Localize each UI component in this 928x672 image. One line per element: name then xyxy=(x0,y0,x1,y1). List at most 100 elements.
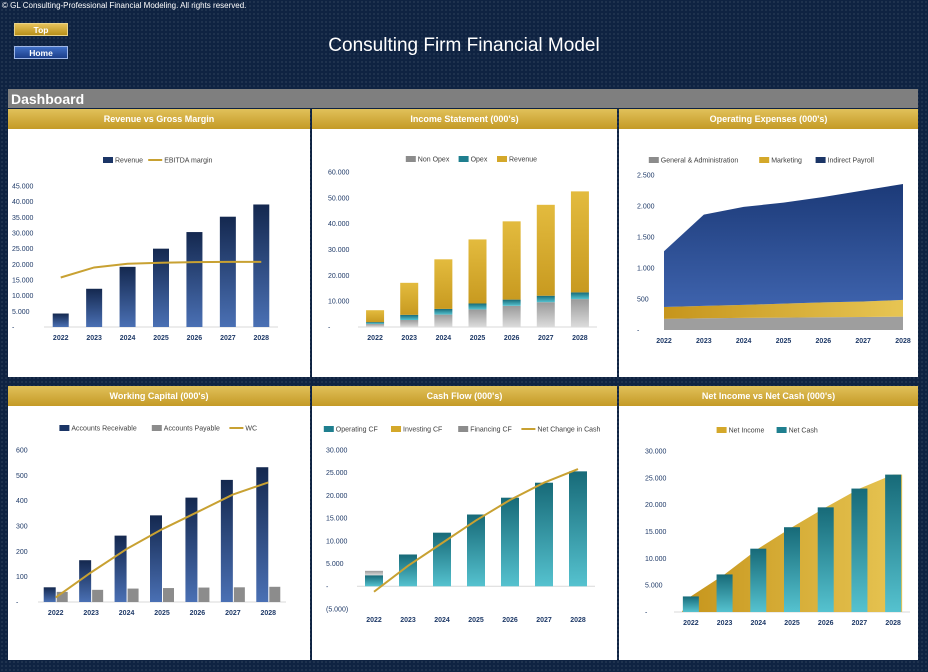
top-button[interactable]: Top xyxy=(14,23,68,36)
income-statement-panel: Income Statement (000's) Non Opex Opex Rev… xyxy=(312,109,617,377)
x-tick-label: 2027 xyxy=(220,335,236,342)
accounts-payable-bar xyxy=(163,588,174,602)
y-tick-label: 10.000 xyxy=(12,293,34,300)
x-tick-label: 2025 xyxy=(784,620,800,627)
x-tick-label: 2027 xyxy=(536,617,552,624)
accounts-payable-bar xyxy=(92,589,104,602)
x-tick-label: 2028 xyxy=(253,335,269,342)
y-tick-label: 2.500 xyxy=(637,173,655,180)
x-tick-label: 2024 xyxy=(434,617,450,624)
operating-cf-bar xyxy=(501,497,519,587)
revenue-bar xyxy=(119,266,136,327)
opex-bar xyxy=(434,308,453,315)
revenue-bar xyxy=(468,239,487,304)
opex-bar xyxy=(536,295,555,303)
legend-label: Opex xyxy=(471,157,488,164)
revenue-bar xyxy=(502,221,521,300)
indirect-payroll-area xyxy=(664,183,903,308)
legend-swatch xyxy=(323,426,334,432)
y-tick-label: 25.000 xyxy=(12,246,34,253)
x-tick-label: 2025 xyxy=(776,338,792,345)
x-tick-label: 2026 xyxy=(187,335,203,342)
net-cash-bar xyxy=(682,596,699,612)
x-tick-label: 2027 xyxy=(538,335,554,342)
x-tick-label: 2026 xyxy=(502,617,518,624)
chart-title: Working Capital (000's) xyxy=(8,386,310,406)
x-tick-label: 2023 xyxy=(86,335,102,342)
x-tick-label: 2022 xyxy=(48,610,64,617)
legend-swatch xyxy=(648,157,659,163)
y-tick-label: 40.000 xyxy=(12,199,34,206)
y-tick-label: 40.000 xyxy=(328,221,350,228)
x-tick-label: 2024 xyxy=(736,338,752,345)
non-opex-bar xyxy=(502,305,521,327)
y-tick-label: 400 xyxy=(16,498,28,505)
opex-bar xyxy=(366,322,385,324)
page-title: Consulting Firm Financial Model xyxy=(328,35,600,56)
y-tick-label: 5.000 xyxy=(326,561,344,568)
wc-line xyxy=(55,481,269,599)
y-tick-label: 2.000 xyxy=(637,204,655,211)
x-tick-label: 2026 xyxy=(816,338,832,345)
y-tick-label: 15.000 xyxy=(645,529,667,536)
x-tick-label: 2022 xyxy=(683,620,699,627)
y-tick-label: - xyxy=(637,328,640,335)
legend-label: Revenue xyxy=(115,158,143,165)
x-tick-label: 2025 xyxy=(468,617,484,624)
opex-bar xyxy=(502,299,521,306)
x-tick-label: 2026 xyxy=(818,620,834,627)
copyright-notice: © GL Consulting-Professional Financial M… xyxy=(2,1,247,10)
y-tick-label: 1.500 xyxy=(637,235,655,242)
revenue-bar xyxy=(536,204,555,296)
chart-title: Income Statement (000's) xyxy=(312,109,617,129)
legend-label: Indirect Payroll xyxy=(828,158,875,165)
legend-swatch xyxy=(103,157,113,163)
revenue-bar xyxy=(52,313,69,327)
accounts-receivable-bar xyxy=(220,479,233,602)
x-tick-label: 2025 xyxy=(154,610,170,617)
accounts-receivable-bar xyxy=(79,560,92,602)
income-statement-chart: Non Opex Opex Revenue - 10.000 20.000 30.000 40… xyxy=(328,156,597,342)
x-tick-label: 2024 xyxy=(750,620,766,627)
y-tick-label: 30.000 xyxy=(326,448,348,455)
y-tick-label: - xyxy=(645,610,648,617)
y-tick-label: 10.000 xyxy=(326,538,348,545)
legend-swatch xyxy=(815,157,826,163)
legend-swatch xyxy=(497,156,507,162)
y-tick-label: 35.000 xyxy=(12,215,34,222)
x-tick-label: 2028 xyxy=(260,610,276,617)
cash-flow-chart: Operating CF Investing CF Financing CF Net … xyxy=(323,426,601,624)
ga-area xyxy=(664,316,903,330)
y-tick-label: 10.000 xyxy=(645,556,667,563)
non-opex-bar xyxy=(468,309,487,327)
y-tick-label: - xyxy=(326,584,329,591)
home-button[interactable]: Home xyxy=(14,46,68,59)
x-tick-label: 2022 xyxy=(53,335,69,342)
y-tick-label: (5.000) xyxy=(326,607,348,614)
x-tick-label: 2028 xyxy=(570,617,586,624)
y-tick-label: 20.000 xyxy=(326,493,348,500)
non-opex-bar xyxy=(366,323,385,327)
accounts-receivable-bar xyxy=(256,467,269,602)
section-header: Dashboard xyxy=(8,89,918,108)
y-tick-label: 30.000 xyxy=(328,247,350,254)
x-tick-label: 2022 xyxy=(367,335,383,342)
y-tick-label: 500 xyxy=(637,297,649,304)
non-opex-bar xyxy=(400,320,419,327)
working-capital-panel: Working Capital (000's) Accounts Receiva… xyxy=(8,386,310,660)
legend-swatch xyxy=(151,425,162,431)
operating-cf-bar xyxy=(569,471,587,587)
accounts-receivable-bar xyxy=(185,497,198,602)
x-tick-label: 2028 xyxy=(572,335,588,342)
revenue-bar xyxy=(219,216,236,327)
y-tick-label: 50.000 xyxy=(328,195,350,202)
operating-cf-bar xyxy=(467,514,485,587)
x-tick-label: 2027 xyxy=(225,610,241,617)
revenue-bar xyxy=(400,282,419,315)
x-tick-label: 2026 xyxy=(504,335,520,342)
operating-cf-bar xyxy=(535,482,553,587)
net-cash-bar xyxy=(851,488,868,612)
y-tick-label: 5.000 xyxy=(645,583,663,590)
y-tick-label: 600 xyxy=(16,448,28,455)
non-opex-bar xyxy=(434,314,453,327)
